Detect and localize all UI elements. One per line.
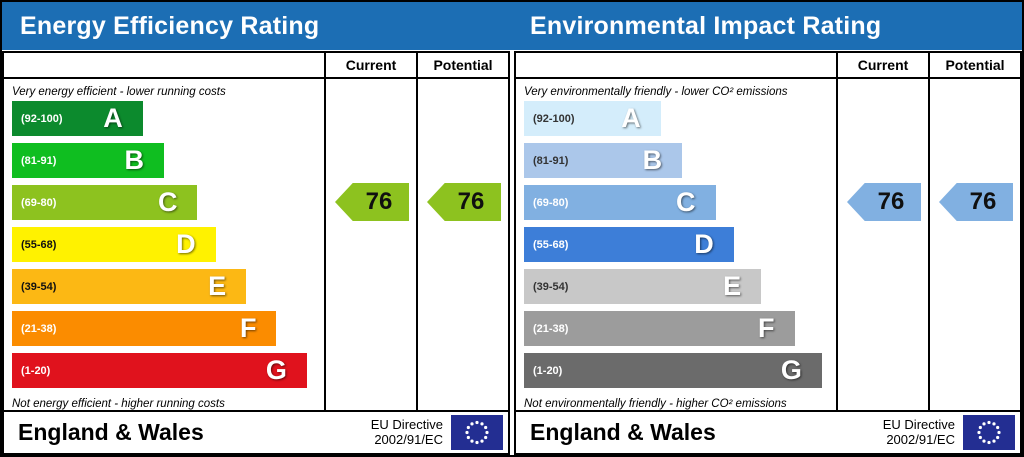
environmental-current-arrow: 76 [847, 183, 921, 221]
energy-efficiency-panel: Current Potential Very energy efficient … [2, 51, 510, 455]
environmental-rating-title: Environmental Impact Rating [530, 11, 882, 40]
band-row-g: (1-20) G [524, 353, 828, 388]
environmental-chart-area: Very environmentally friendly - lower CO… [516, 79, 836, 410]
band-letter-label: D [176, 229, 196, 259]
energy-potential-cell: 76 [416, 79, 508, 410]
energy-bands: (92-100) A (81-91) B (69-80) C (55-68) D (39-54)… [12, 101, 316, 388]
environmental-impact-panel: Current Potential Very environmentally f… [514, 51, 1022, 455]
environmental-region-label: England & Wales [530, 419, 716, 445]
band-row-d: (55-68) D [12, 227, 316, 262]
energy-bottom-note: Not energy efficient - higher running co… [12, 398, 225, 410]
band-row-f: (21-38) F [12, 311, 316, 346]
band-letter-label: E [208, 271, 227, 301]
environmental-potential-cell: 76 [928, 79, 1020, 410]
energy-chart-area: Very energy efficient - lower running co… [4, 79, 324, 410]
band-letter-label: F [758, 313, 775, 343]
band-range-label: (69-80) [21, 196, 57, 209]
band-letter-label: C [676, 187, 696, 217]
band-range-label: (1-20) [21, 364, 51, 377]
band-letter-label: B [642, 145, 663, 175]
band-d: (55-68) D [524, 227, 734, 262]
band-row-g: (1-20) G [12, 353, 316, 388]
band-range-label: (21-38) [21, 322, 57, 335]
band-range-label: (39-54) [21, 280, 57, 293]
band-row-f: (21-38) F [524, 311, 828, 346]
band-a: (92-100) A [524, 101, 661, 136]
band-c: (69-80) C [524, 185, 716, 220]
band-range-label: (69-80) [533, 196, 569, 209]
eu-directive-line2: 2002/91/EC [374, 431, 443, 447]
band-row-c: (69-80) C [524, 185, 828, 220]
eu-directive-line2: 2002/91/EC [886, 431, 955, 447]
energy-current-arrow: 76 [335, 183, 409, 221]
band-row-c: (69-80) C [12, 185, 316, 220]
band-letter-label: G [780, 355, 802, 385]
environmental-bottom-note: Not environmentally friendly - higher CO… [524, 398, 787, 410]
energy-current-header: Current [324, 53, 416, 79]
band-g: (1-20) G [524, 353, 822, 388]
band-range-label: (39-54) [533, 280, 569, 293]
band-range-label: (1-20) [533, 364, 563, 377]
energy-current-cell: 76 [324, 79, 416, 410]
band-row-b: (81-91) B [524, 143, 828, 178]
band-row-a: (92-100) A [12, 101, 316, 136]
band-letter-label: G [265, 355, 287, 385]
band-letter-label: A [103, 103, 123, 133]
band-range-label: (55-68) [21, 238, 57, 251]
eu-directive-line1: EU Directive [882, 416, 955, 432]
band-letter-label: E [723, 271, 742, 301]
epc-header: Energy Efficiency Rating Environmental I… [2, 2, 1022, 50]
band-range-label: (21-38) [533, 322, 569, 335]
band-e: (39-54) E [524, 269, 762, 304]
band-e: (39-54) E [12, 269, 247, 304]
band-f: (21-38) F [12, 311, 277, 346]
environmental-bands: (92-100) A (81-91) B (69-80) C (55-68) D (39-54)… [524, 101, 828, 388]
energy-eu-directive-label: EU Directive 2002/91/EC [370, 416, 443, 448]
energy-region-label: England & Wales [18, 419, 204, 445]
band-range-label: (92-100) [21, 112, 63, 125]
band-f: (21-38) F [524, 311, 795, 346]
environmental-current-cell: 76 [836, 79, 928, 410]
environmental-footer: England & Wales EU Directive 2002/91/EC [516, 410, 1020, 453]
band-row-e: (39-54) E [524, 269, 828, 304]
environmental-top-note: Very environmentally friendly - lower CO… [524, 86, 788, 98]
environmental-potential-arrow: 76 [939, 183, 1013, 221]
band-range-label: (55-68) [533, 238, 569, 251]
band-a: (92-100) A [12, 101, 143, 136]
band-d: (55-68) D [12, 227, 216, 262]
band-b: (81-91) B [12, 143, 164, 178]
eu-flag-icon [963, 415, 1015, 450]
energy-rating-title: Energy Efficiency Rating [20, 11, 320, 40]
band-row-d: (55-68) D [524, 227, 828, 262]
band-row-e: (39-54) E [12, 269, 316, 304]
band-letter-label: D [694, 229, 714, 259]
energy-top-note: Very energy efficient - lower running co… [12, 86, 226, 98]
band-b: (81-91) B [524, 143, 683, 178]
energy-corner-cell [4, 53, 324, 79]
band-range-label: (81-91) [533, 154, 569, 167]
rating-panels: Current Potential Very energy efficient … [2, 51, 1022, 455]
band-row-a: (92-100) A [524, 101, 828, 136]
band-range-label: (92-100) [533, 112, 575, 125]
energy-potential-arrow: 76 [427, 183, 501, 221]
band-g: (1-20) G [12, 353, 307, 388]
environmental-eu-directive-label: EU Directive 2002/91/EC [882, 416, 955, 448]
band-range-label: (81-91) [21, 154, 57, 167]
eu-directive-line1: EU Directive [370, 416, 443, 432]
band-letter-label: A [621, 103, 641, 133]
eu-flag-icon [451, 415, 503, 450]
environmental-current-header: Current [836, 53, 928, 79]
environmental-corner-cell [516, 53, 836, 79]
band-letter-label: B [124, 145, 145, 175]
band-letter-label: F [239, 313, 257, 343]
band-c: (69-80) C [12, 185, 198, 220]
energy-footer: England & Wales EU Directive 2002/91/EC [4, 410, 508, 453]
band-row-b: (81-91) B [12, 143, 316, 178]
energy-potential-header: Potential [416, 53, 508, 79]
environmental-potential-header: Potential [928, 53, 1020, 79]
band-letter-label: C [157, 187, 178, 217]
